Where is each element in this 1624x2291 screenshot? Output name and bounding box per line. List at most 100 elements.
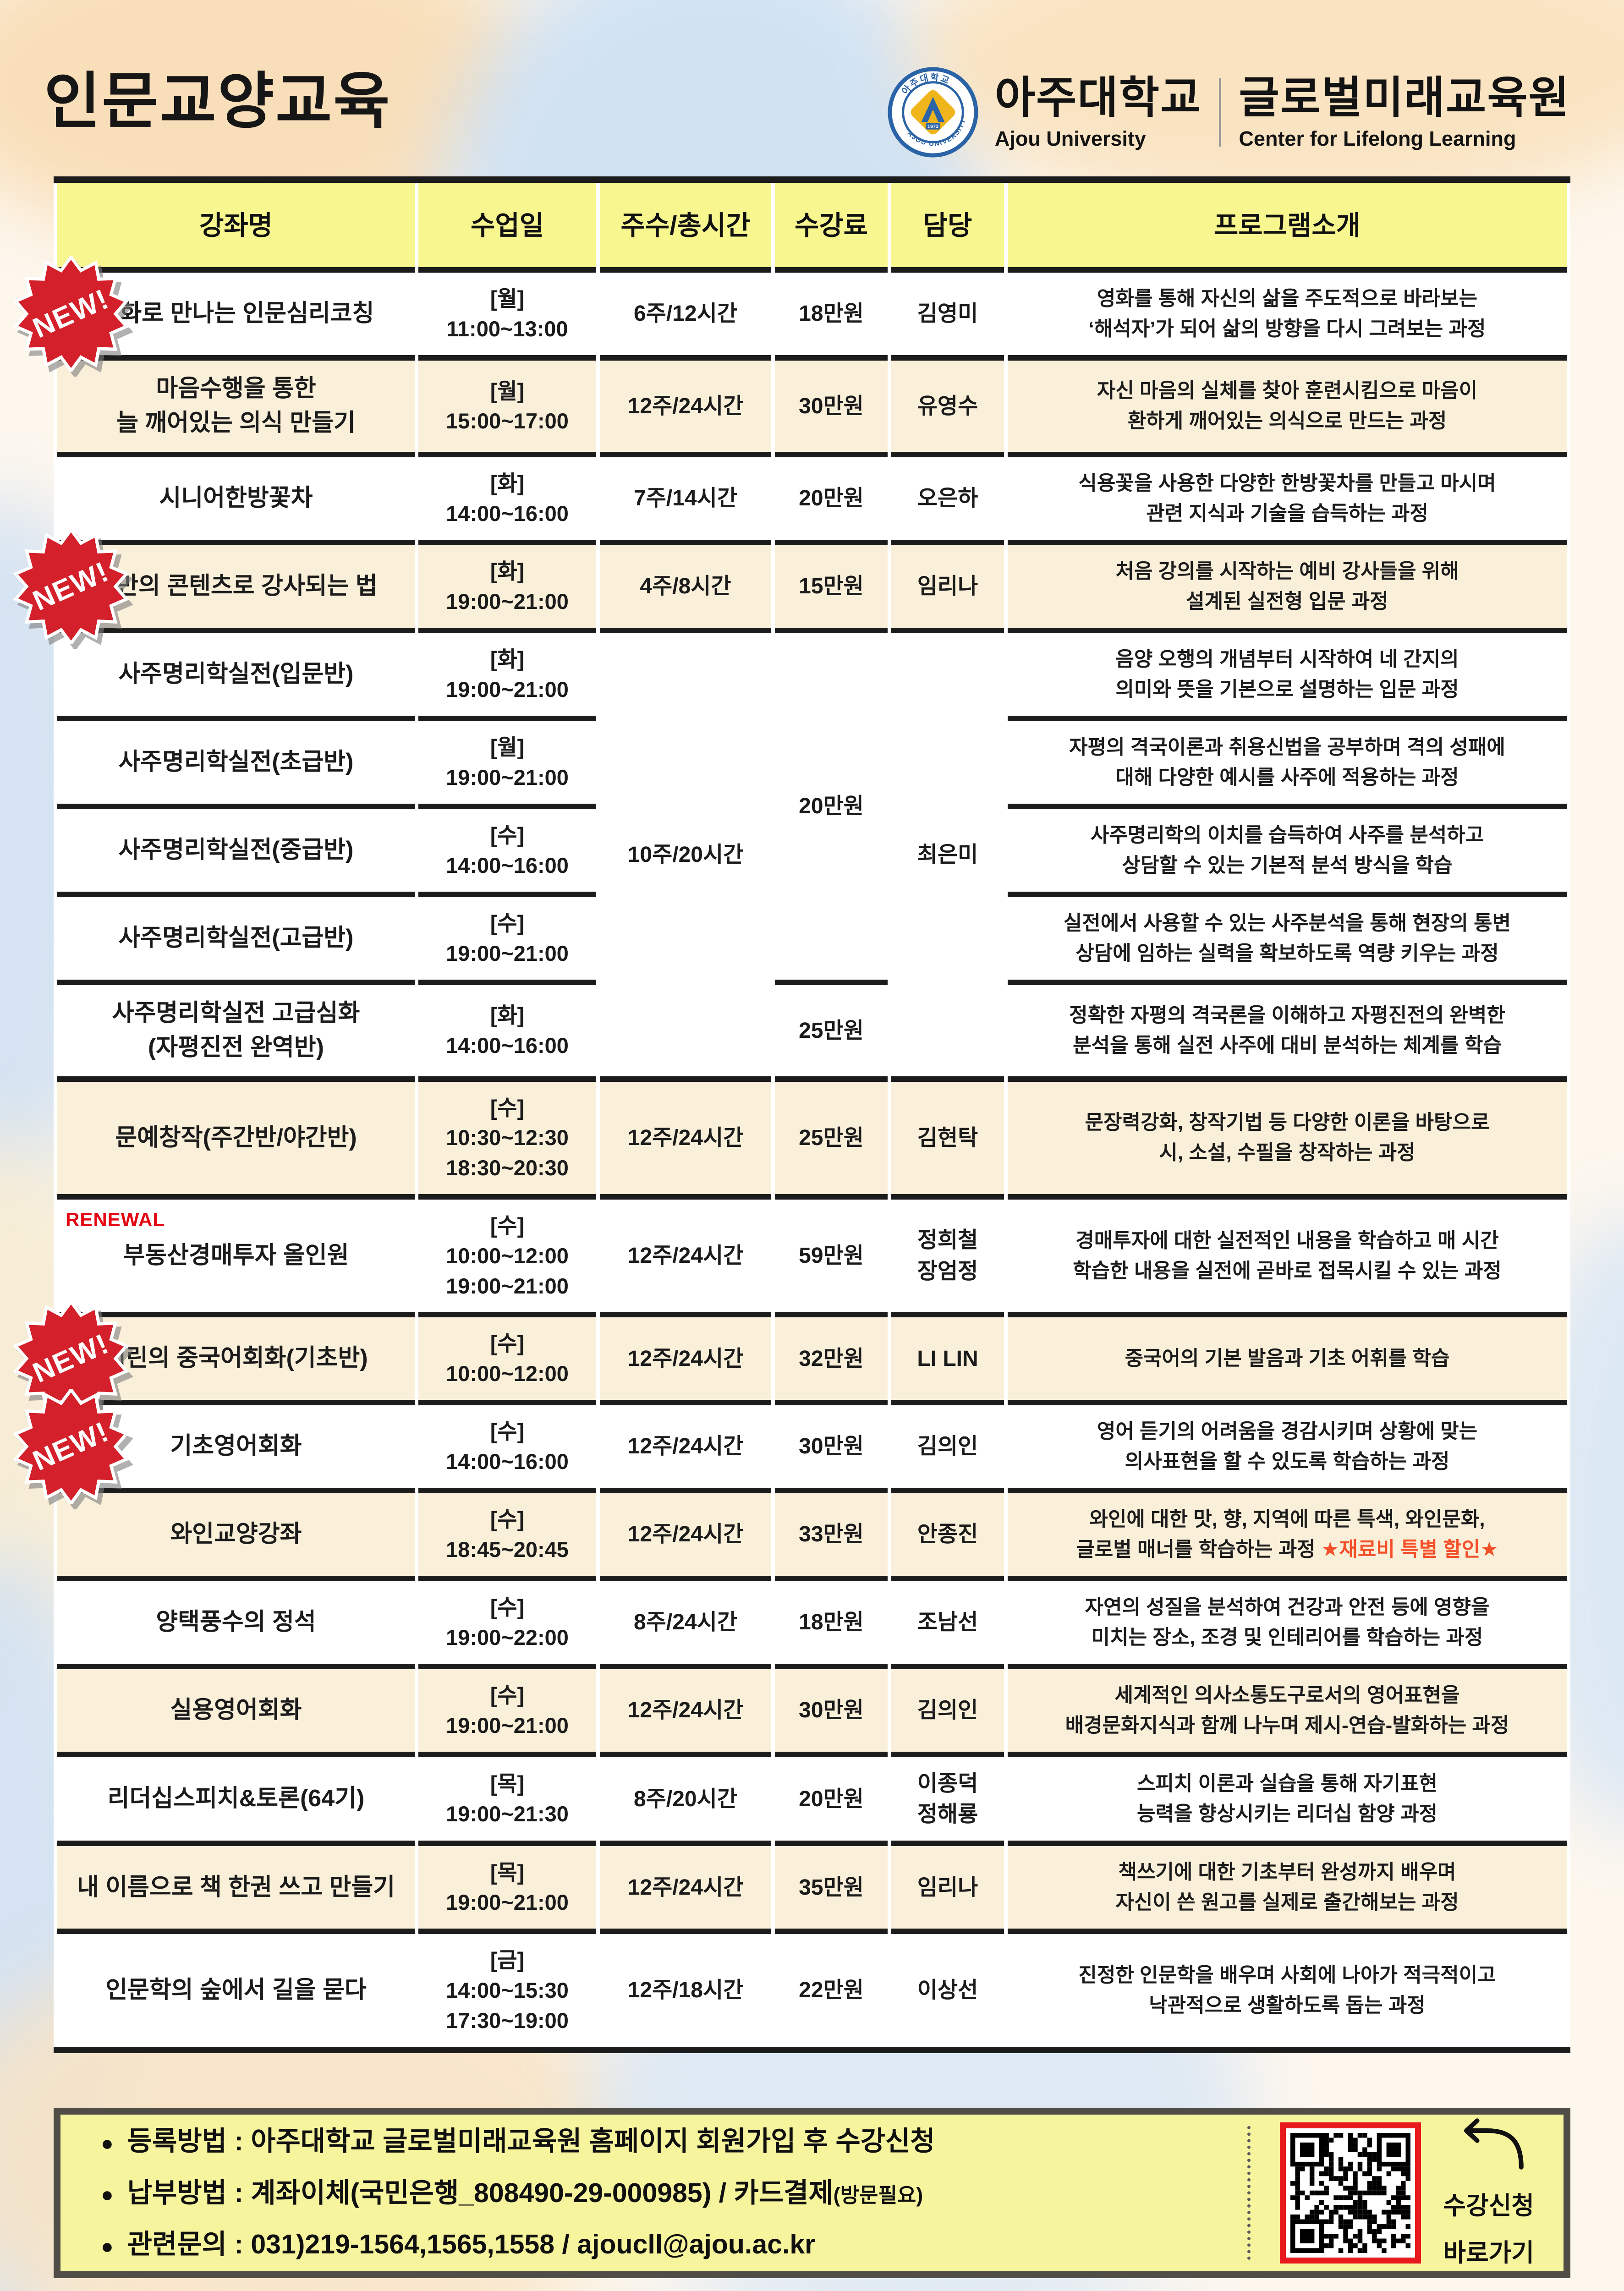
university-logo: 아주대학교 AJOU UNIVERSITY 1973 아주대학교 Ajou Un… xyxy=(888,67,1570,158)
info-text: 등록방법 : 아주대학교 글로벌미래교육원 홈페이지 회원가입 후 수강신청 xyxy=(127,2126,935,2156)
fee-cell: 22만원 xyxy=(775,1934,888,2047)
weeks-hours-cell: 12주/24시간 xyxy=(600,1081,771,1200)
weeks-hours-cell: 8주/24시간 xyxy=(600,1581,771,1669)
table-row: 실용영어회화 [수] 19:00~21:00 12주/24시간 30만원 김의인 세계적인… xyxy=(57,1669,1567,1757)
program-desc-cell: 정확한 자평의 격국론을 이해하고 자평진전의 완벽한 분석을 통해 실전 사주… xyxy=(1008,985,1567,1082)
program-desc-text: 영화를 통해 자신의 삶을 주도적으로 바라보는 ‘해석자’가 되어 삶의 방향… xyxy=(1088,287,1486,340)
weeks-hours-cell: 8주/20시간 xyxy=(600,1757,771,1847)
course-name-cell: NEW! 리린의 중국어회화(기초반) xyxy=(13,1301,415,1417)
course-name-cell: 사주명리학실전(고급반) xyxy=(57,897,415,985)
course-name: 영화로 만나는 인문심리코칭 xyxy=(98,300,374,327)
new-badge: NEW! xyxy=(13,1388,129,1504)
instructor-cell: 김의인 xyxy=(891,1669,1004,1757)
fee-cell: 33만원 xyxy=(775,1493,888,1581)
info-text: 관련문의 : 031)219-1564,1565,1558 / ajoucll@… xyxy=(127,2229,816,2260)
qr-code[interactable] xyxy=(1280,2122,1421,2264)
class-day-cell: [화] 19:00~21:00 xyxy=(418,633,596,721)
bullet-icon: ● xyxy=(101,2131,114,2155)
program-desc-cell: 자신 마음의 실체를 찾아 훈련시킴으로 마음이 환하게 깨어있는 의식으로 만… xyxy=(1008,361,1567,457)
table-row: 시니어한방꽃차 [화] 14:00~16:00 7주/14시간 20만원 오은하 식용꽃을… xyxy=(57,457,1567,545)
logo-center-en: Center for Lifelong Learning xyxy=(1239,126,1516,150)
class-day-cell: [목] 19:00~21:30 xyxy=(418,1757,596,1847)
course-name-cell: 와인교양강좌 xyxy=(57,1493,415,1581)
class-day-cell: [수] 18:45~20:45 xyxy=(418,1493,596,1581)
class-day-cell: [수] 10:30~12:30 18:30~20:30 xyxy=(418,1081,596,1200)
instructor-cell: 정희철 장엄정 xyxy=(891,1199,1004,1318)
weeks-hours-cell: 12주/24시간 xyxy=(600,1199,771,1318)
course-name: 기초영어회화 xyxy=(170,1433,302,1460)
class-day-cell: [금] 14:00~15:30 17:30~19:00 xyxy=(418,1934,596,2047)
program-desc-text: 영어 듣기의 어려움을 경감시키며 상황에 맞는 의사표현을 할 수 있도록 학… xyxy=(1097,1420,1478,1473)
course-name-cell: 마음수행을 통한 늘 깨어있는 의식 만들기 xyxy=(57,361,415,457)
class-day-cell: [목] 19:00~21:00 xyxy=(418,1846,596,1935)
class-day-cell: [화] 14:00~16:00 xyxy=(418,457,596,545)
table-row: NEW! 나만의 콘텐츠로 강사되는 법 [화] 19:00~21:00 4주/8시간… xyxy=(13,528,1567,644)
class-day-cell: [수] 19:00~21:00 xyxy=(418,897,596,985)
table-row: NEW! 기초영어회화 [수] 14:00~16:00 12주/24시간 30만원 김의인… xyxy=(13,1388,1567,1504)
course-name: 리린의 중국어회화(기초반) xyxy=(104,1345,368,1372)
program-desc-cell: 영어 듣기의 어려움을 경감시키며 상황에 맞는 의사표현을 할 수 있도록 학… xyxy=(1008,1405,1567,1493)
program-desc-cell: 진정한 인문학을 배우며 사회에 나아가 적극적이고 낙관적으로 생활하도록 돕… xyxy=(1008,1934,1567,2047)
course-name-cell: 사주명리학실전(입문반) xyxy=(57,633,415,721)
instructor-cell: LI LIN xyxy=(891,1317,1004,1405)
col-header-fee: 수강료 xyxy=(775,183,888,273)
course-name: 부동산경매투자 올인원 xyxy=(123,1242,349,1269)
course-name: 사주명리학실전 고급심화 (자평진전 완역반) xyxy=(112,999,360,1061)
table-row: NEW! 리린의 중국어회화(기초반) [수] 10:00~12:00 12주/24시… xyxy=(13,1301,1567,1417)
fee-cell: 25만원 xyxy=(775,1081,888,1200)
course-name-cell: 시니어한방꽃차 xyxy=(57,457,415,545)
registration-info-list: ● 등록방법 : 아주대학교 글로벌미래교육원 홈페이지 회원가입 후 수강신청 … xyxy=(60,2118,1244,2268)
program-desc-text: 실전에서 사용할 수 있는 사주분석을 통해 현장의 통변 상담에 임하는 실력… xyxy=(1063,911,1511,965)
fee-cell: 59만원 xyxy=(775,1199,888,1318)
course-name-cell: 사주명리학실전(초급반) xyxy=(57,721,415,809)
qr-shortcut-block[interactable]: 수강신청 바로가기 xyxy=(1254,2117,1564,2269)
table-row: 문예창작(주간반/야간반) [수] 10:30~12:30 18:30~20:30… xyxy=(57,1081,1567,1200)
info-text-small: (방문필요) xyxy=(833,2183,923,2207)
table-row: 사주명리학실전(고급반) [수] 19:00~21:00 실전에서 사용할 수 있는… xyxy=(57,897,1567,985)
course-name-cell: NEW! 기초영어회화 xyxy=(13,1388,415,1504)
program-desc-text: 자연의 성질을 분석하여 건강과 안전 등에 영향을 미치는 장소, 조경 및 … xyxy=(1085,1595,1490,1649)
svg-text:1973: 1973 xyxy=(927,124,938,130)
program-desc-text: 식용꽃을 사용한 다양한 한방꽃차를 만들고 마시며 관련 지식과 기술을 습득… xyxy=(1078,471,1496,525)
logo-university-kr: 아주대학교 xyxy=(994,73,1202,122)
fee-cell: 30만원 xyxy=(775,1405,888,1493)
table-row: 인문학의 숲에서 길을 묻다 [금] 14:00~15:30 17:30~19:0… xyxy=(57,1934,1567,2047)
program-desc-text: 책쓰기에 대한 기초부터 완성까지 배우며 자신이 쓴 원고를 실제로 출간해보… xyxy=(1115,1861,1459,1914)
weeks-hours-cell: 10주/20시간 xyxy=(600,633,771,1082)
fee-cell: 18만원 xyxy=(775,273,888,361)
course-name-cell: 내 이름으로 책 한권 쓰고 만들기 xyxy=(57,1846,415,1935)
course-name-cell: 사주명리학실전 고급심화 (자평진전 완역반) xyxy=(57,985,415,1082)
table-row: RENEWAL 부동산경매투자 올인원 [수] 10:00~12:00 19:00~… xyxy=(57,1199,1567,1318)
weeks-hours-cell: 12주/24시간 xyxy=(600,361,771,457)
program-desc-text: 문장력강화, 창작기법 등 다양한 이론을 바탕으로 시, 소설, 수필을 창작… xyxy=(1085,1111,1490,1164)
program-desc-text: 처음 강의를 시작하는 예비 강사들을 위해 설계된 실전형 입문 과정 xyxy=(1115,559,1459,613)
class-day-cell: [수] 19:00~21:00 xyxy=(418,1669,596,1757)
instructor-cell: 최은미 xyxy=(891,633,1004,1082)
course-name: 사주명리학실전(입문반) xyxy=(118,661,354,688)
class-day-cell: [수] 10:00~12:00 19:00~21:00 xyxy=(418,1199,596,1318)
table-row: 리더십스피치&토론(64기) [목] 19:00~21:30 8주/20시간 20만원… xyxy=(57,1757,1567,1847)
program-desc-text: 중국어의 기본 발음과 기초 어휘를 학습 xyxy=(1125,1347,1450,1370)
course-name: 인문학의 숲에서 길을 묻다 xyxy=(105,1977,367,2004)
class-day-cell: [수] 10:00~12:00 xyxy=(418,1317,596,1405)
info-line-contact: ● 관련문의 : 031)219-1564,1565,1558 / ajoucll… xyxy=(101,2228,1230,2261)
fee-cell: 18만원 xyxy=(775,1581,888,1669)
weeks-hours-cell: 12주/24시간 xyxy=(600,1669,771,1757)
course-name: 나만의 콘텐츠로 강사되는 법 xyxy=(94,573,378,600)
program-desc-cell: 식용꽃을 사용한 다양한 한방꽃차를 만들고 마시며 관련 지식과 기술을 습득… xyxy=(1008,457,1567,545)
info-text: 납부방법 : 계좌이체(국민은행_808490-29-000985) / 카드결… xyxy=(127,2177,834,2208)
fee-cell: 30만원 xyxy=(775,1669,888,1757)
instructor-cell: 김현탁 xyxy=(891,1081,1004,1200)
program-desc-text: 와인에 대한 맛, 향, 지역에 따른 특색, 와인문화, 글로벌 매너를 학습… xyxy=(1076,1507,1485,1561)
university-seal-icon: 아주대학교 AJOU UNIVERSITY 1973 xyxy=(888,67,978,158)
table-row: 사주명리학실전(입문반) [화] 19:00~21:00 10주/20시간 20만원 최… xyxy=(57,633,1567,1082)
col-header-program-intro: 프로그램소개 xyxy=(1008,183,1567,273)
course-name-cell: NEW! 나만의 콘텐츠로 강사되는 법 xyxy=(13,528,415,644)
fee-cell: 35만원 xyxy=(775,1846,888,1935)
course-name: 문예창작(주간반/야간반) xyxy=(115,1124,357,1151)
dotted-divider xyxy=(1247,2126,1251,2260)
class-day-cell: [월] 19:00~21:00 xyxy=(418,721,596,809)
material-discount-note: ★재료비 특별 할인★ xyxy=(1321,1538,1498,1561)
program-desc-text: 자신 마음의 실체를 찾아 훈련시킴으로 마음이 환하게 깨어있는 의식으로 만… xyxy=(1097,379,1478,433)
weeks-hours-cell: 6주/12시간 xyxy=(600,273,771,361)
